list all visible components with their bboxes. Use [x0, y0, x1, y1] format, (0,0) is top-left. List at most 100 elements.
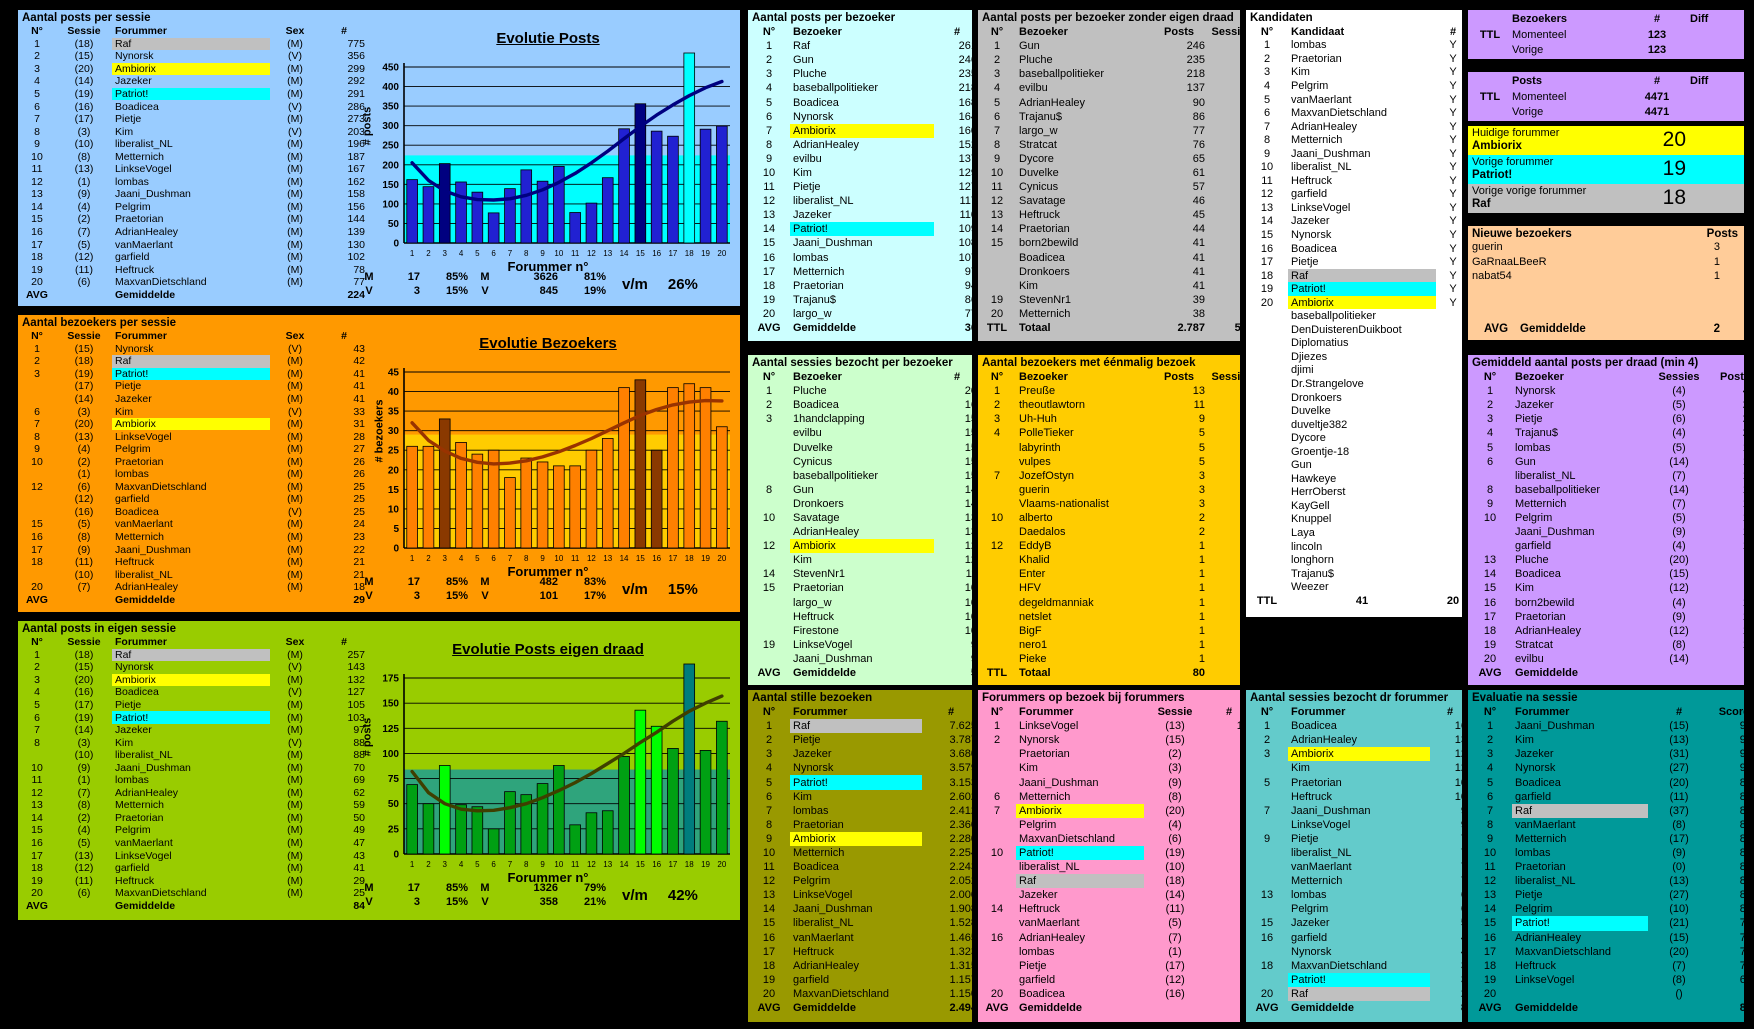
cell[interactable]: 20 [964, 385, 972, 398]
cell[interactable]: (31) [1669, 748, 1689, 761]
cell[interactable]: 10 [964, 582, 972, 595]
cell[interactable]: 2 [993, 734, 1001, 747]
cell[interactable]: 9 [1208, 222, 1240, 236]
cell[interactable] [748, 624, 790, 638]
cell[interactable]: 13 [31, 799, 43, 812]
cell[interactable]: 1 [765, 40, 773, 53]
cell[interactable]: 7,2 [1739, 959, 1744, 972]
cell[interactable]: 8,0 [1739, 903, 1744, 916]
cell[interactable]: Pietje [793, 181, 821, 194]
cell[interactable]: 6 [34, 405, 40, 418]
cell[interactable]: 12 [762, 875, 776, 888]
cell[interactable]: 9 [765, 832, 773, 845]
cell[interactable]: 12 [31, 786, 43, 799]
cell[interactable]: Y [1449, 52, 1457, 65]
cell[interactable]: 20 [762, 987, 776, 1000]
cell[interactable]: (M) [287, 799, 303, 812]
cell[interactable]: Raf [112, 648, 270, 662]
cell[interactable]: 19 [762, 293, 776, 306]
cell[interactable]: 10 [1260, 161, 1274, 174]
cell[interactable]: 2.052 [949, 875, 972, 888]
cell[interactable]: 1 [1208, 525, 1240, 539]
cell[interactable]: Gemiddelde [1291, 1002, 1354, 1015]
cell[interactable] [1436, 350, 1462, 364]
cell[interactable]: (8) [1168, 790, 1182, 803]
cell[interactable]: 49 [353, 824, 365, 837]
cell[interactable] [1246, 973, 1288, 987]
cell[interactable]: Knuppel [1291, 513, 1332, 526]
cell[interactable]: 15 [1208, 81, 1240, 95]
cell[interactable]: 10 [964, 610, 972, 623]
cell[interactable]: 50 [353, 811, 365, 824]
cell[interactable]: Kim [793, 790, 812, 803]
cell[interactable]: 43 [353, 342, 365, 355]
cell[interactable] [978, 775, 1016, 789]
cell[interactable]: V [365, 284, 373, 297]
cell[interactable]: garfield [1019, 973, 1056, 986]
cell[interactable]: Kim [1019, 762, 1038, 775]
cell[interactable]: MaxvanDietschland [1019, 832, 1115, 845]
cell[interactable]: 156 [347, 200, 365, 213]
cell[interactable]: 152 [958, 138, 972, 151]
cell[interactable]: 26 [353, 455, 365, 468]
cell[interactable]: 7 [1430, 832, 1462, 846]
cell[interactable]: (14) [74, 724, 94, 737]
cell[interactable]: 4 [1206, 945, 1240, 959]
cell[interactable]: 41 [353, 862, 365, 875]
cell[interactable]: Praetorian [793, 818, 844, 831]
cell[interactable]: 20 [990, 987, 1004, 1000]
cell[interactable]: 2 [34, 50, 40, 63]
cell[interactable]: 12 [31, 480, 43, 493]
cell[interactable]: 2.494 [949, 1002, 972, 1015]
cell[interactable]: Jaani_Dushman [793, 903, 873, 916]
cell[interactable]: Dr.Strangelove [1291, 377, 1364, 390]
cell[interactable]: AVG [985, 1002, 1009, 1015]
cell[interactable]: HFV [1019, 582, 1041, 595]
cell[interactable]: 4 [1206, 959, 1240, 973]
cell[interactable]: (M) [287, 175, 303, 188]
cell[interactable]: Nynorsk [115, 661, 154, 674]
cell[interactable]: netslet [1019, 610, 1052, 623]
cell[interactable]: 4 [1263, 79, 1271, 92]
cell[interactable]: Kim [115, 736, 134, 749]
cell[interactable]: Pietje [115, 699, 142, 711]
cell[interactable]: (M) [287, 355, 303, 368]
cell[interactable]: Y [1449, 66, 1457, 79]
cell[interactable] [1436, 472, 1462, 486]
cell[interactable]: MaxvanDietschland [115, 887, 207, 900]
cell[interactable]: 1.150 [949, 987, 972, 1000]
cell[interactable]: 9 [1486, 497, 1494, 510]
cell[interactable] [1436, 459, 1462, 473]
cell[interactable]: 19 [762, 973, 776, 986]
cell[interactable]: M [480, 576, 490, 589]
cell[interactable]: (11) [75, 263, 93, 276]
cell[interactable]: 9,1 [1739, 748, 1744, 761]
cell[interactable]: Y [1449, 174, 1457, 187]
cell[interactable] [1436, 445, 1462, 459]
cell[interactable]: 5 [1486, 776, 1494, 789]
cell[interactable]: 3 [1263, 66, 1271, 79]
cell[interactable]: 1 [34, 648, 40, 661]
cell[interactable]: 14 [1260, 215, 1274, 228]
cell[interactable]: Praetorian [1019, 223, 1070, 236]
cell[interactable]: Ambiorix [790, 123, 934, 138]
cell[interactable]: lombas [1515, 441, 1551, 454]
cell[interactable]: (18) [74, 355, 94, 368]
cell[interactable]: Pelgrim [115, 200, 151, 213]
cell[interactable]: (21) [1669, 917, 1689, 930]
cell[interactable]: AVG [1478, 1002, 1502, 1015]
cell[interactable]: 85% [445, 576, 468, 589]
cell[interactable]: (M) [287, 276, 303, 289]
cell[interactable]: 1 [993, 385, 1001, 398]
cell[interactable]: (M) [287, 711, 303, 724]
cell[interactable]: (8) [1672, 973, 1686, 986]
cell[interactable]: Raf [790, 719, 922, 734]
cell[interactable]: 7 [765, 124, 773, 137]
cell[interactable]: (V) [288, 125, 302, 138]
cell[interactable]: 10 [1712, 624, 1744, 638]
cell[interactable]: 6 [765, 110, 773, 123]
cell[interactable]: 8 [765, 483, 773, 496]
cell[interactable]: 20 [1208, 53, 1240, 67]
cell[interactable]: 1 [1208, 440, 1240, 454]
cell[interactable] [1648, 1001, 1710, 1015]
